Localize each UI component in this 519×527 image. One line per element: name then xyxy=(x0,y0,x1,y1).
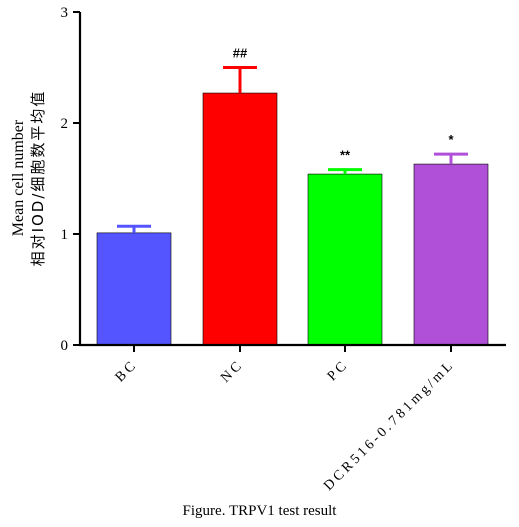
y-axis-title-en: Mean cell number xyxy=(10,119,27,236)
significance-label-1: ## xyxy=(233,46,248,61)
y-tick-label-3: 3 xyxy=(61,5,69,21)
y-tick-label-1: 1 xyxy=(61,227,69,243)
bar-1 xyxy=(202,92,278,346)
bar-3 xyxy=(413,163,489,346)
x-tick-label-2: PC xyxy=(325,357,352,384)
figure-caption: Figure. TRPV1 test result xyxy=(182,503,337,519)
significance-label-2: ** xyxy=(340,148,351,163)
significance-label-3: * xyxy=(448,132,454,147)
y-tick-label-2: 2 xyxy=(61,116,69,132)
x-tick-label-1: NC xyxy=(218,357,247,386)
y-tick-label-0: 0 xyxy=(61,338,69,354)
bar-2 xyxy=(307,173,383,346)
y-axis-title-cn: 相对IOD/细胞数平均值 xyxy=(29,90,47,267)
x-tick-label-0: BC xyxy=(113,357,141,385)
bar-0 xyxy=(96,232,172,346)
